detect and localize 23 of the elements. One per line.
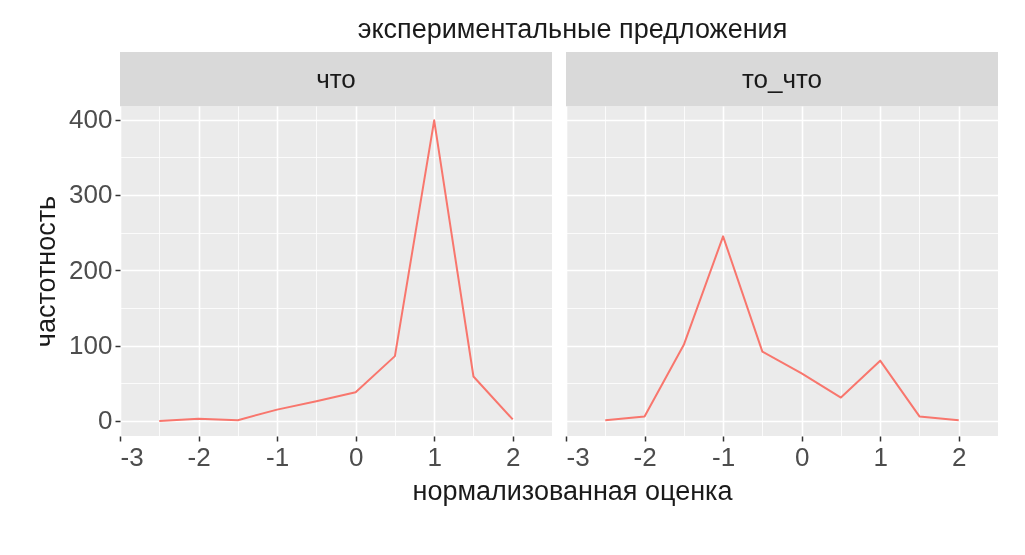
- x-tick-label: 0: [348, 441, 364, 472]
- line-series: [158, 119, 514, 422]
- y-axis-title: частотность: [31, 195, 62, 348]
- y-tick-label: 400: [69, 104, 113, 135]
- chart-subtitle: что: [120, 52, 552, 106]
- x-tick-label: -2: [187, 441, 211, 472]
- x-tick-label: 2: [505, 441, 521, 472]
- y-tick-label: 0: [98, 405, 113, 436]
- x-tick-label: -2: [633, 441, 657, 472]
- x-tick-label: 0: [794, 441, 810, 472]
- x-tick-label: -1: [266, 441, 290, 472]
- y-tick-label: 100: [69, 330, 113, 361]
- chart-title: экспериментальные предложения: [356, 13, 789, 46]
- x-tick-label: -3: [120, 441, 144, 472]
- chart-subtitle: то_что: [566, 52, 998, 106]
- y-tick-label: 300: [69, 179, 113, 210]
- x-tick-label: 1: [873, 441, 888, 472]
- x-tick-label: 1: [427, 441, 442, 472]
- y-tick-label: 200: [69, 254, 113, 285]
- x-axis-title: нормализованная оценка: [411, 476, 734, 507]
- x-tick-label: -1: [712, 441, 736, 472]
- x-tick-label: -3: [566, 441, 590, 472]
- x-tick-label: 2: [951, 441, 967, 472]
